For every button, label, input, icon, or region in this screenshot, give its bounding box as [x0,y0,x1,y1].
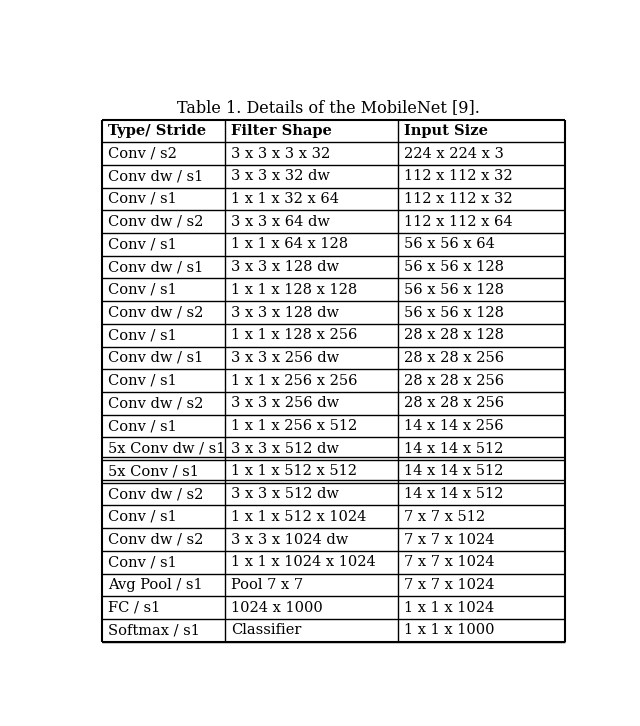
Text: Conv dw / s2: Conv dw / s2 [108,306,204,319]
Text: Input Size: Input Size [404,124,488,138]
Text: 3 x 3 x 256 dw: 3 x 3 x 256 dw [231,351,339,365]
Text: 1 x 1 x 1024 x 1024: 1 x 1 x 1024 x 1024 [231,555,376,569]
Text: Table 1. Details of the MobileNet [9].: Table 1. Details of the MobileNet [9]. [177,99,479,116]
Text: 1 x 1 x 256 x 512: 1 x 1 x 256 x 512 [231,419,357,433]
Text: 3 x 3 x 512 dw: 3 x 3 x 512 dw [231,487,339,501]
Text: Conv / s1: Conv / s1 [108,510,177,524]
Text: 7 x 7 x 512: 7 x 7 x 512 [404,510,486,524]
Text: Conv / s1: Conv / s1 [108,328,177,342]
Text: Conv dw / s2: Conv dw / s2 [108,487,204,501]
Text: 3 x 3 x 3 x 32: 3 x 3 x 3 x 32 [231,147,330,160]
Text: 1 x 1 x 64 x 128: 1 x 1 x 64 x 128 [231,237,348,251]
Text: 56 x 56 x 128: 56 x 56 x 128 [404,283,504,297]
Text: 1024 x 1000: 1024 x 1000 [231,600,323,615]
Text: Conv / s1: Conv / s1 [108,419,177,433]
Text: 1 x 1 x 1000: 1 x 1 x 1000 [404,624,495,637]
Text: Conv dw / s2: Conv dw / s2 [108,396,204,410]
Text: Filter Shape: Filter Shape [231,124,332,138]
Text: 56 x 56 x 128: 56 x 56 x 128 [404,260,504,274]
Text: 7 x 7 x 1024: 7 x 7 x 1024 [404,532,495,547]
Text: 112 x 112 x 32: 112 x 112 x 32 [404,169,513,183]
Text: Pool 7 x 7: Pool 7 x 7 [231,578,303,592]
Text: 56 x 56 x 64: 56 x 56 x 64 [404,237,495,251]
Text: 3 x 3 x 512 dw: 3 x 3 x 512 dw [231,441,339,456]
Text: Conv / s1: Conv / s1 [108,555,177,569]
Text: 14 x 14 x 512: 14 x 14 x 512 [404,465,504,478]
Text: 3 x 3 x 32 dw: 3 x 3 x 32 dw [231,169,330,183]
Text: 3 x 3 x 64 dw: 3 x 3 x 64 dw [231,215,330,229]
Text: 14 x 14 x 512: 14 x 14 x 512 [404,487,504,501]
Text: 3 x 3 x 1024 dw: 3 x 3 x 1024 dw [231,532,348,547]
Text: Conv dw / s1: Conv dw / s1 [108,260,204,274]
Text: 112 x 112 x 32: 112 x 112 x 32 [404,192,513,206]
Text: 1 x 1 x 128 x 256: 1 x 1 x 128 x 256 [231,328,357,342]
Text: Conv dw / s2: Conv dw / s2 [108,532,204,547]
Text: 3 x 3 x 256 dw: 3 x 3 x 256 dw [231,396,339,410]
Text: 1 x 1 x 256 x 256: 1 x 1 x 256 x 256 [231,374,357,388]
Text: 56 x 56 x 128: 56 x 56 x 128 [404,306,504,319]
Text: 28 x 28 x 256: 28 x 28 x 256 [404,396,504,410]
Text: 3 x 3 x 128 dw: 3 x 3 x 128 dw [231,306,339,319]
Text: 1 x 1 x 32 x 64: 1 x 1 x 32 x 64 [231,192,339,206]
Text: 1 x 1 x 512 x 1024: 1 x 1 x 512 x 1024 [231,510,366,524]
Text: Softmax / s1: Softmax / s1 [108,624,200,637]
Text: Conv / s1: Conv / s1 [108,283,177,297]
Text: 28 x 28 x 128: 28 x 28 x 128 [404,328,504,342]
Text: Conv dw / s1: Conv dw / s1 [108,169,204,183]
Text: Conv / s1: Conv / s1 [108,237,177,251]
Text: Conv dw / s1: Conv dw / s1 [108,351,204,365]
Text: 28 x 28 x 256: 28 x 28 x 256 [404,351,504,365]
Text: 14 x 14 x 256: 14 x 14 x 256 [404,419,504,433]
Text: FC / s1: FC / s1 [108,600,161,615]
Text: Avg Pool / s1: Avg Pool / s1 [108,578,203,592]
Text: 14 x 14 x 512: 14 x 14 x 512 [404,441,504,456]
Text: 28 x 28 x 256: 28 x 28 x 256 [404,374,504,388]
Text: 5x Conv / s1: 5x Conv / s1 [108,465,199,478]
Text: 3 x 3 x 128 dw: 3 x 3 x 128 dw [231,260,339,274]
Text: 7 x 7 x 1024: 7 x 7 x 1024 [404,578,495,592]
Text: Type/ Stride: Type/ Stride [108,124,206,138]
Text: 1 x 1 x 512 x 512: 1 x 1 x 512 x 512 [231,465,357,478]
Text: 112 x 112 x 64: 112 x 112 x 64 [404,215,513,229]
Text: 224 x 224 x 3: 224 x 224 x 3 [404,147,504,160]
Text: Conv dw / s2: Conv dw / s2 [108,215,204,229]
Text: 1 x 1 x 128 x 128: 1 x 1 x 128 x 128 [231,283,357,297]
Text: 1 x 1 x 1024: 1 x 1 x 1024 [404,600,495,615]
Text: 7 x 7 x 1024: 7 x 7 x 1024 [404,555,495,569]
Text: 5x Conv dw / s1: 5x Conv dw / s1 [108,441,226,456]
Text: Conv / s1: Conv / s1 [108,374,177,388]
Text: Conv / s2: Conv / s2 [108,147,177,160]
Text: Classifier: Classifier [231,624,301,637]
Text: Conv / s1: Conv / s1 [108,192,177,206]
